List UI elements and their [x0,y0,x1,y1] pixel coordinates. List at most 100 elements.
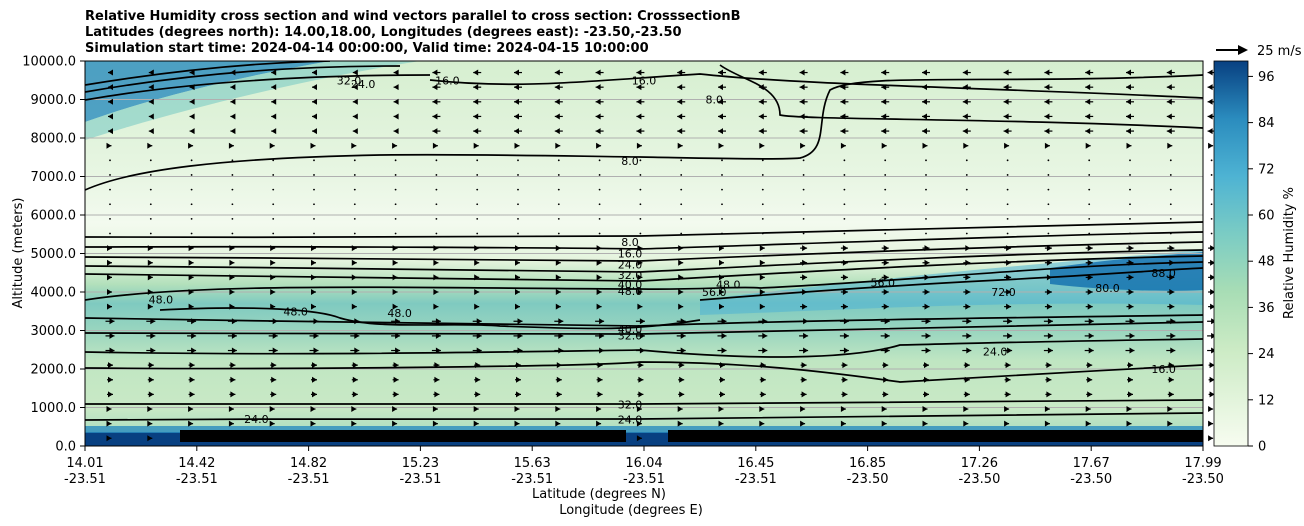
wind-arrow [802,188,805,191]
wind-arrow [147,376,154,383]
wind-arrow [1169,188,1172,191]
wind-arrow [433,362,440,369]
wind-arrow [228,406,234,413]
wind-arrow [1006,203,1009,206]
wind-arrow [227,318,237,325]
wind-arrow [473,84,482,91]
wind-arrow [515,391,521,398]
wind-arrow [637,274,643,281]
wind-arrow [109,174,111,176]
wind-arrow [555,142,561,149]
wind-arrow [880,347,890,354]
contour-label: 16.0 [618,248,643,261]
wind-arrow [188,303,194,310]
wind-arrow [1004,435,1010,442]
wind-arrow [963,142,969,149]
wind-arrow [800,274,808,281]
wind-arrow [109,217,111,220]
wind-arrow [311,274,316,281]
wind-arrow [1044,69,1053,76]
wind-arrow [962,128,971,135]
wind-arrow [473,113,482,120]
wind-arrow [554,128,563,135]
contour-dense-left [180,430,626,442]
wind-arrow [758,84,767,91]
wind-arrow [393,98,399,105]
wind-arrow [473,98,482,105]
wind-arrow [800,362,807,369]
wind-arrow [107,274,112,281]
wind-arrow [106,142,112,149]
wind-arrow [802,174,805,176]
wind-arrow [310,435,316,442]
wind-arrow [476,188,479,191]
colorbar-ticks: 0 12 24 36 48 60 72 84 96 [1248,70,1275,455]
wind-arrow [271,128,277,135]
wind-arrow [1169,174,1172,176]
wind-arrow [923,362,929,369]
wind-arrow [963,420,969,427]
wind-arrow [557,188,560,191]
wind-arrow [639,188,642,191]
wind-arrow [1125,347,1135,354]
wind-arrow [1043,332,1053,339]
wind-arrow [841,376,848,383]
wind-arrow [147,435,153,442]
wind-arrow [677,420,683,427]
wind-arrow [719,259,724,266]
wind-arrow [474,303,480,310]
wind-arrow [473,420,479,427]
quiver-key-arrowhead [1238,45,1248,55]
wind-arrow [1004,362,1011,369]
x-tick-label-lat: 15.63 [514,456,551,471]
wind-arrow [922,113,930,120]
contour-label: 24.0 [244,413,269,426]
wind-arrow [1210,203,1213,206]
wind-arrow [514,420,520,427]
wind-arrow [963,259,971,266]
wind-arrow [392,259,398,266]
colorbar-tick-label: 96 [1258,70,1275,85]
wind-arrow [800,142,806,149]
wind-arrow [189,98,195,105]
wind-arrow [476,174,479,176]
wind-arrow [149,217,152,220]
wind-arrow [392,406,398,413]
wind-arrow [800,376,807,383]
wind-arrow [759,142,765,149]
wind-arrow [229,289,235,295]
wind-arrow [717,347,727,354]
wind-arrow [310,420,316,427]
wind-arrow [1126,420,1132,427]
wind-arrow [1126,128,1134,135]
wind-arrow [188,435,194,442]
wind-arrow [884,159,887,162]
wind-arrow [231,188,234,191]
y-axis-ticks: 0.0 1000.0 2000.0 3000.0 4000.0 5000.0 6000.0 7… [22,55,85,455]
wind-arrow [147,274,153,281]
wind-arrow [476,203,479,206]
wind-arrow [598,159,601,162]
wind-arrow [1166,113,1175,120]
wind-arrow [1127,376,1133,383]
wind-arrow [596,142,602,149]
wind-arrow [272,174,275,176]
wind-arrow [962,332,972,339]
x-axis-ticks: 14.01-23.5114.42-23.5114.82-23.5115.23-2… [64,446,1224,487]
rh-surface-band-2 [85,426,1203,433]
wind-arrow [351,245,357,252]
x-tick-label-lat: 15.23 [402,456,439,471]
wind-arrow [884,174,887,176]
contour-32-lower [85,249,1203,273]
wind-arrow [432,69,441,76]
wind-arrow [557,217,560,220]
wind-arrow [393,84,399,91]
wind-arrow [352,128,358,135]
wind-arrow [555,245,561,252]
wind-arrow [432,420,438,427]
wind-arrow [719,274,724,281]
wind-arrow [1047,232,1050,235]
wind-arrow [1044,420,1050,427]
quiver-key-label: 25 m/s [1257,44,1302,59]
x-tick-label-lat: 14.82 [290,456,327,471]
